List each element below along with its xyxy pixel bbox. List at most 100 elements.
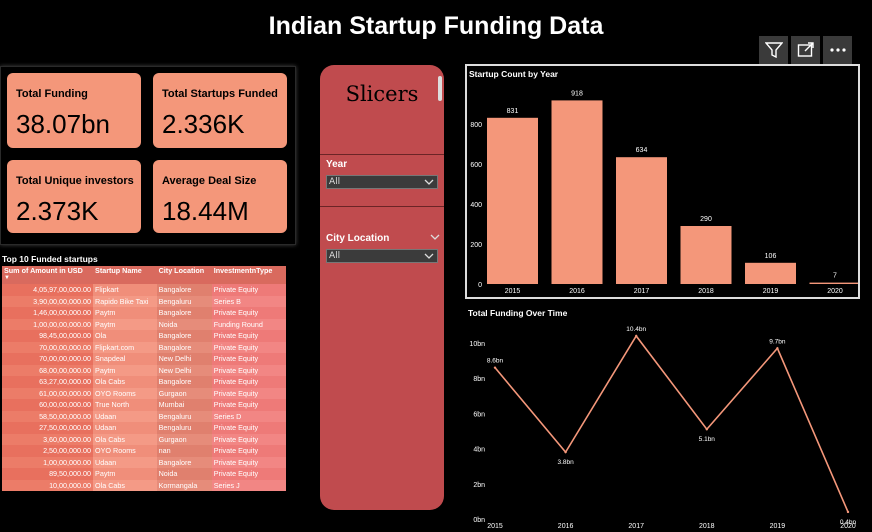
table-cell: Private Equity	[211, 445, 286, 457]
table-cell: 61,00,00,000.00	[2, 387, 94, 399]
bar	[680, 226, 732, 284]
table-row[interactable]: 3,60,00,000.00 Ola Cabs Gurgaon Private Equ…	[2, 433, 286, 445]
table-row[interactable]: 10,00,000.00 Ola Cabs Kormangala Series J	[2, 479, 286, 491]
city-dropdown[interactable]: All	[326, 249, 438, 263]
line-chart: 0bn 2bn 4bn 6bn 8bn 10bn 8.6bn 2015 3.8bn 2016 10.…	[469, 326, 857, 530]
table-cell: Ola Cabs	[93, 433, 157, 445]
table-row[interactable]: 70,00,00,000.00 Flipkart.com Bangalore Priv…	[2, 341, 286, 353]
table-cell: Noida	[156, 318, 212, 330]
table-cell: 3,90,00,00,000.00	[2, 295, 94, 307]
table-cell: Ola Cabs	[93, 479, 157, 491]
table-cell: Paytm	[93, 468, 157, 480]
kpi-card-average-deal: Average Deal Size 18.44M	[153, 160, 287, 233]
table-cell: Private Equity	[211, 422, 286, 434]
filter-button[interactable]	[759, 36, 788, 64]
startup-count-chart: Startup Count by Year 0 200 400 600 800 831 20…	[465, 64, 860, 299]
column-header[interactable]: Startup Name	[93, 266, 157, 284]
x-tick-label: 2016	[558, 523, 574, 530]
table-cell: Bangalore	[156, 376, 212, 388]
y-tick-label: 600	[470, 162, 482, 169]
bar	[809, 282, 858, 284]
table-row[interactable]: 1,00,00,00,000.00 Paytm Noida Funding Round	[2, 318, 286, 330]
table-cell: Private Equity	[211, 468, 286, 480]
focus-mode-button[interactable]	[791, 36, 820, 64]
chevron-down-icon[interactable]	[430, 233, 440, 241]
chevron-down-icon	[424, 179, 434, 185]
table-cell: 58,50,00,000.00	[2, 410, 94, 422]
table-cell: Mumbai	[156, 399, 212, 411]
x-tick-label: 2015	[487, 523, 503, 530]
table-cell: Series J	[211, 479, 286, 491]
data-label: 0.4bn	[840, 519, 857, 526]
data-label: 10.4bn	[626, 326, 646, 333]
table-row[interactable]: 27,50,00,000.00 Udaan Bengaluru Private Equ…	[2, 422, 286, 434]
slicer-scrollbar[interactable]	[438, 76, 442, 101]
x-tick-label: 2017	[634, 288, 650, 295]
table-row[interactable]: 89,50,000.00 Paytm Noida Private Equity	[2, 468, 286, 480]
column-header[interactable]: Sum of Amount in USD ▼	[2, 266, 94, 284]
table-cell: Snapdeal	[93, 353, 157, 365]
x-tick-label: 2020	[827, 288, 843, 295]
y-tick-label: 800	[470, 122, 482, 129]
visual-toolbar	[759, 36, 852, 64]
table-row[interactable]: 70,00,00,000.00 Snapdeal New Delhi Private …	[2, 353, 286, 365]
x-tick-label: 2018	[698, 288, 714, 295]
table-row[interactable]: 68,00,00,000.00 Paytm New Delhi Private Equ…	[2, 364, 286, 376]
table-row[interactable]: 98,45,00,000.00 Ola Bangalore Private Equit…	[2, 330, 286, 342]
table-cell: Bangalore	[156, 456, 212, 468]
table-cell: 10,00,000.00	[2, 479, 94, 491]
page-title: Indian Startup Funding Data	[268, 12, 604, 40]
table-cell: Paytm	[93, 307, 157, 319]
x-tick-label: 2015	[505, 288, 521, 295]
table-cell: 27,50,00,000.00	[2, 422, 94, 434]
x-tick-label: 2020	[840, 523, 856, 530]
kpi-card-total-startups: Total Startups Funded 2.336K	[153, 73, 287, 148]
filter-icon	[764, 42, 783, 58]
y-tick-label: 400	[470, 202, 482, 209]
table-cell: Udaan	[93, 422, 157, 434]
data-label: 3.8bn	[557, 459, 574, 466]
table-cell: Gurgaon	[156, 387, 212, 399]
column-header[interactable]: InvestmentnType	[211, 266, 286, 284]
data-label: 290	[700, 216, 712, 223]
table-row[interactable]: 1,46,00,00,000.00 Paytm Bangalore Private E…	[2, 307, 286, 319]
table-cell: Private Equity	[211, 330, 286, 342]
table-row[interactable]: 2,50,00,000.00 OYO Rooms nan Private Equity	[2, 445, 286, 457]
year-dropdown[interactable]: All	[326, 175, 438, 189]
chart-title: Total Funding Over Time	[468, 308, 568, 318]
table-row[interactable]: 1,00,00,000.00 Udaan Bangalore Private Equi…	[2, 456, 286, 468]
table-row[interactable]: 58,50,00,000.00 Udaan Bengaluru Series D	[2, 410, 286, 422]
table-cell: 2,50,00,000.00	[2, 445, 94, 457]
table-cell: Private Equity	[211, 387, 286, 399]
table-cell: OYO Rooms	[93, 445, 157, 457]
slicer-title: Slicers	[345, 82, 419, 106]
x-tick-label: 2019	[763, 288, 779, 295]
x-tick-label: 2016	[569, 288, 585, 295]
table-cell: 1,00,00,000.00	[2, 456, 94, 468]
table-cell: Private Equity	[211, 284, 286, 296]
table-title: Top 10 Funded startups	[2, 254, 98, 264]
sort-desc-icon: ▼	[4, 275, 10, 281]
table-cell: Flipkart	[93, 284, 157, 296]
table-cell: Udaan	[93, 456, 157, 468]
table-row[interactable]: 60,00,00,000.00 True North Mumbai Private E…	[2, 399, 286, 411]
table-row[interactable]: 3,90,00,00,000.00 Rapido Bike Taxi Bengalu…	[2, 295, 286, 307]
table-cell: Private Equity	[211, 353, 286, 365]
table-row[interactable]: 61,00,00,000.00 OYO Rooms Gurgaon Private E…	[2, 387, 286, 399]
more-options-button[interactable]	[823, 36, 852, 64]
table-row[interactable]: 4,05,97,00,000.00 Flipkart Bangalore Privat…	[2, 284, 286, 296]
column-header[interactable]: City Location	[156, 266, 212, 284]
slicer-panel: Slicers Year All City Location All	[320, 65, 444, 510]
table-cell: Gurgaon	[156, 433, 212, 445]
table-cell: 1,46,00,00,000.00	[2, 307, 94, 319]
table-cell: 68,00,00,000.00	[2, 364, 94, 376]
table-cell: New Delhi	[156, 364, 212, 376]
kpi-label: Total Startups Funded	[162, 88, 278, 100]
table-cell: 89,50,000.00	[2, 468, 94, 480]
data-point	[493, 366, 497, 369]
table-row[interactable]: 63,27,00,000.00 Ola Cabs Bangalore Private …	[2, 376, 286, 388]
kpi-card-unique-investors: Total Unique investors 2.373K	[7, 160, 141, 233]
table-cell: Bengaluru	[156, 410, 212, 422]
table-cell: Private Equity	[211, 433, 286, 445]
kpi-card-total-funding: Total Funding 38.07bn	[7, 73, 141, 148]
